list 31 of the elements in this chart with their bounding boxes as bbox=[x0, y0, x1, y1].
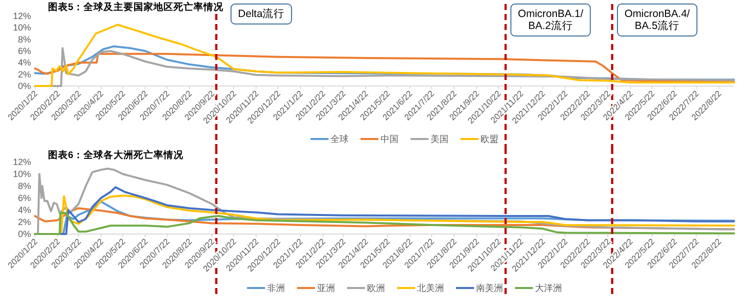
legend-label: 大洋洲 bbox=[535, 283, 562, 293]
chart-title: 图表6：全球各大洲死亡率情况 bbox=[48, 149, 184, 161]
y-tick-label: 0% bbox=[18, 229, 31, 239]
y-tick-label: 10% bbox=[12, 22, 31, 33]
legend-label: 美国 bbox=[430, 134, 448, 144]
ref-line-label: OmicronBA.1/BA.2流行 bbox=[518, 8, 584, 32]
y-tick-label: 12% bbox=[12, 157, 31, 167]
ref-line-label: Delta流行 bbox=[238, 7, 285, 20]
line-series bbox=[34, 168, 735, 235]
y-tick-label: 10% bbox=[12, 169, 31, 179]
legend-label: 中国 bbox=[380, 134, 398, 144]
y-tick-label: 8% bbox=[18, 34, 31, 44]
legend-label: 全球 bbox=[330, 134, 348, 144]
legend-label: 欧洲 bbox=[367, 283, 385, 293]
y-tick-label: 8% bbox=[18, 181, 31, 191]
legend-label: 欧盟 bbox=[480, 134, 498, 144]
legend-label: 南美洲 bbox=[476, 283, 503, 293]
ref-line-label: OmicronBA.4/BA.5流行 bbox=[624, 8, 690, 32]
y-tick-label: 6% bbox=[18, 193, 31, 203]
line-series bbox=[34, 52, 735, 83]
y-tick-label: 2% bbox=[18, 69, 31, 80]
legend-label: 亚洲 bbox=[317, 283, 335, 293]
legend-label: 非洲 bbox=[267, 283, 285, 293]
line-series bbox=[34, 212, 735, 235]
y-tick-label: 6% bbox=[18, 46, 31, 56]
y-tick-label: 0% bbox=[18, 81, 31, 91]
y-tick-label: 2% bbox=[18, 217, 31, 227]
y-tick-label: 12% bbox=[12, 11, 31, 21]
y-tick-label: 4% bbox=[18, 58, 31, 68]
legend-label: 北美洲 bbox=[417, 283, 444, 293]
y-tick-label: 4% bbox=[18, 205, 31, 215]
